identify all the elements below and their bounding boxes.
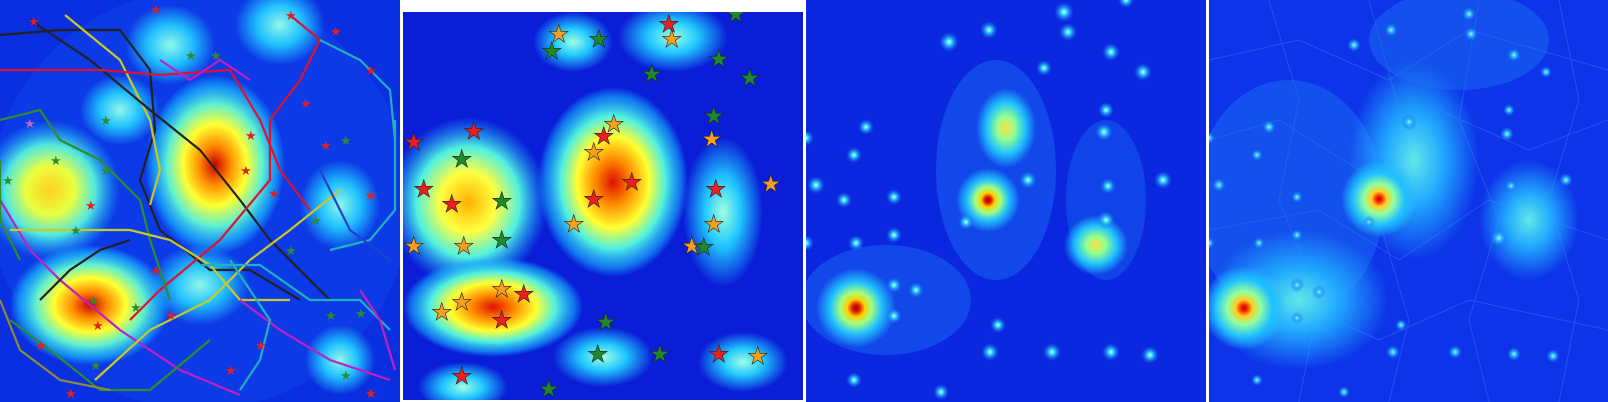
route-stop-marker: ★ — [24, 117, 36, 132]
route-stop-marker: ★ — [100, 114, 112, 129]
star-marker: ★ — [693, 233, 715, 261]
star-marker: ★ — [595, 308, 617, 336]
star-marker: ★ — [403, 232, 425, 260]
star-marker: ★ — [701, 125, 723, 153]
panel-divider — [803, 0, 806, 402]
panel-1-canvas: ★ ★ ★ ★ ★ ★ ★ ★ ★ ★ ★ ★ ★ ★ ★ ★ ★ ★ ★ ★ … — [0, 0, 400, 402]
star-marker: ★ — [548, 20, 570, 48]
route-stop-marker: ★ — [65, 387, 77, 402]
star-marker: ★ — [538, 375, 560, 400]
star-marker: ★ — [703, 102, 725, 130]
star-marker: ★ — [541, 37, 563, 65]
route-stop-marker: ★ — [268, 187, 280, 202]
star-marker: ★ — [747, 342, 769, 370]
star-marker: ★ — [593, 122, 615, 150]
panel-3-canvas — [806, 0, 1206, 402]
route-stop-marker: ★ — [225, 364, 237, 379]
route-stop-marker: ★ — [365, 387, 377, 402]
star-marker: ★ — [583, 138, 605, 166]
star-marker: ★ — [413, 175, 435, 203]
route-stop-marker: ★ — [165, 309, 177, 324]
star-marker: ★ — [463, 117, 485, 145]
route-stop-marker: ★ — [300, 97, 312, 112]
star-marker: ★ — [588, 25, 610, 53]
star-marker: ★ — [441, 190, 463, 218]
route-stop-marker: ★ — [130, 301, 142, 316]
star-marker: ★ — [621, 168, 643, 196]
route-stop-marker: ★ — [50, 154, 62, 169]
star-marker: ★ — [453, 232, 475, 260]
star-marker: ★ — [703, 210, 725, 238]
route-stop-marker: ★ — [92, 319, 104, 334]
route-stop-marker: ★ — [88, 294, 100, 309]
star-marker: ★ — [451, 288, 473, 316]
panel-4-canvas — [1209, 0, 1608, 402]
star-marker: ★ — [451, 145, 473, 173]
panel-divider — [1206, 0, 1209, 402]
route-stop-marker: ★ — [100, 164, 112, 179]
star-marker: ★ — [587, 340, 609, 368]
star-marker: ★ — [431, 298, 453, 326]
star-marker: ★ — [491, 226, 513, 254]
star-marker: ★ — [491, 275, 513, 303]
star-marker: ★ — [513, 280, 535, 308]
route-stop-marker: ★ — [255, 339, 267, 354]
star-marker: ★ — [583, 185, 605, 213]
route-stop-marker: ★ — [185, 49, 197, 64]
star-marker: ★ — [603, 110, 625, 138]
panel-divider — [400, 0, 403, 402]
route-stop-marker: ★ — [2, 174, 14, 189]
panel-2-canvas: ★ ★ ★ ★ ★ ★ ★ ★ ★ ★ ★ ★ ★ ★ ★ ★ ★ ★ ★ ★ … — [403, 12, 803, 400]
route-stop-marker: ★ — [355, 307, 367, 322]
route-stop-marker: ★ — [240, 164, 252, 179]
route-stop-marker: ★ — [320, 139, 332, 154]
route-stop-marker: ★ — [28, 15, 40, 30]
route-stop-marker: ★ — [340, 369, 352, 384]
route-stop-marker: ★ — [70, 224, 82, 239]
star-marker: ★ — [641, 60, 663, 88]
route-stop-marker: ★ — [325, 309, 337, 324]
star-marker: ★ — [681, 232, 703, 260]
star-marker: ★ — [760, 170, 782, 198]
star-marker: ★ — [649, 340, 671, 368]
route-stop-marker: ★ — [35, 339, 47, 354]
route-stop-marker: ★ — [365, 189, 377, 204]
route-stop-marker: ★ — [340, 134, 352, 149]
star-marker: ★ — [739, 64, 761, 92]
panel-3-point-heatmap — [806, 0, 1206, 402]
panel-1-route-heatmap: ★ ★ ★ ★ ★ ★ ★ ★ ★ ★ ★ ★ ★ ★ ★ ★ ★ ★ ★ ★ … — [0, 0, 400, 402]
route-stop-marker: ★ — [85, 199, 97, 214]
star-marker: ★ — [661, 25, 683, 53]
star-marker: ★ — [725, 12, 747, 28]
star-marker: ★ — [708, 45, 730, 73]
route-stop-marker: ★ — [285, 244, 297, 259]
route-stop-marker: ★ — [365, 64, 377, 79]
star-marker: ★ — [658, 12, 680, 38]
route-stop-marker: ★ — [150, 264, 162, 279]
star-marker: ★ — [563, 210, 585, 238]
route-stop-marker: ★ — [310, 214, 322, 229]
star-marker: ★ — [491, 306, 513, 334]
panel-4-faceted-heatmap — [1209, 0, 1608, 402]
star-marker: ★ — [403, 128, 425, 156]
star-marker: ★ — [491, 187, 513, 215]
route-stop-marker: ★ — [245, 129, 257, 144]
route-stop-marker: ★ — [210, 49, 222, 64]
route-stop-marker: ★ — [330, 25, 342, 40]
panel-2-star-heatmap: ★ ★ ★ ★ ★ ★ ★ ★ ★ ★ ★ ★ ★ ★ ★ ★ ★ ★ ★ ★ … — [403, 12, 803, 400]
star-marker: ★ — [705, 175, 727, 203]
route-stop-marker: ★ — [150, 3, 162, 18]
route-stop-marker: ★ — [285, 9, 297, 24]
star-marker: ★ — [708, 340, 730, 368]
star-marker: ★ — [451, 362, 473, 390]
route-stop-marker: ★ — [90, 359, 102, 374]
